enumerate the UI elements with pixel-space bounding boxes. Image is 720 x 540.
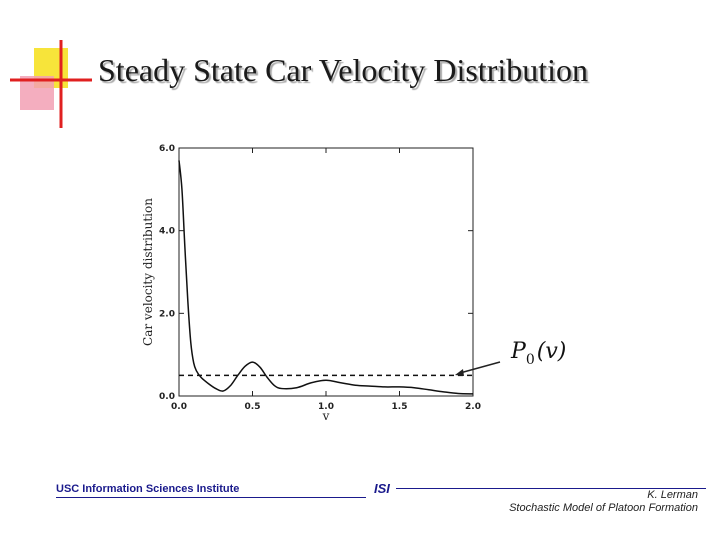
y-tick-label: 2.0 xyxy=(159,309,175,319)
y-axis-label: Car velocity distribution xyxy=(141,198,155,346)
footer-author: K. Lerman xyxy=(647,489,698,501)
deco-pink-square xyxy=(20,76,54,110)
plot-frame xyxy=(178,147,474,397)
annotation-label-base: P xyxy=(510,339,527,364)
x-ticks: 0.0 0.5 1.0 1.5 2.0 xyxy=(171,148,481,412)
footer-institution: USC Information Sciences Institute xyxy=(56,483,240,495)
annotation-arrow xyxy=(459,361,501,374)
footer-isi-logo: ISI xyxy=(374,481,390,496)
y-ticks: 0.0 2.0 4.0 6.0 xyxy=(159,144,473,402)
annotation-arrowhead xyxy=(455,369,464,376)
annotation-label-arg: (v) xyxy=(537,339,567,364)
y-tick-label: 6.0 xyxy=(159,144,175,154)
annotation-p0: P0(v) xyxy=(455,339,566,376)
x-tick-label: 0.0 xyxy=(171,402,187,412)
x-tick-label: 0.5 xyxy=(245,402,261,412)
velocity-distribution-line xyxy=(178,160,474,395)
annotation-label-sub: 0 xyxy=(526,352,535,368)
footer-rule-right xyxy=(396,488,706,489)
x-tick-label: 1.0 xyxy=(318,402,334,412)
x-axis-label: v xyxy=(322,409,330,423)
velocity-chart: 0.0 0.5 1.0 1.5 2.0 0.0 2.0 4.0 6.0 v Car veloc… xyxy=(141,144,566,423)
slide-title: Steady State Car Velocity Distribution xyxy=(98,52,589,88)
footer-rule-left xyxy=(56,497,366,498)
footer-talk-title: Stochastic Model of Platoon Formation xyxy=(509,502,698,514)
x-tick-label: 2.0 xyxy=(465,402,481,412)
x-tick-label: 1.5 xyxy=(392,402,408,412)
y-tick-label: 4.0 xyxy=(159,227,175,237)
annotation-label: P0(v) xyxy=(510,339,566,368)
title-decoration xyxy=(10,40,92,128)
series-layer xyxy=(178,160,474,395)
y-tick-label: 0.0 xyxy=(159,392,175,402)
